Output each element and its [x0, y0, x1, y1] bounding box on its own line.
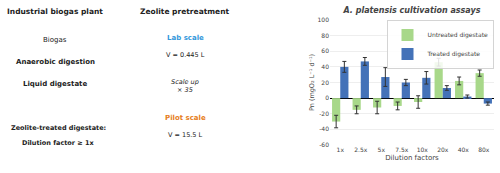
svg-text:Industrial biogas plant: Industrial biogas plant [7, 7, 103, 16]
svg-text:-20: -20 [319, 110, 329, 117]
svg-text:Scale up× 35: Scale up× 35 [171, 78, 199, 94]
svg-text:1x: 1x [337, 146, 345, 153]
svg-text:Dilution factors: Dilution factors [385, 154, 439, 162]
svg-text:V = 0.445 L: V = 0.445 L [166, 51, 205, 59]
svg-text:Lab scale: Lab scale [167, 34, 204, 42]
svg-text:A. platensis cultivation assay: A. platensis cultivation assays [343, 6, 481, 15]
svg-text:5x: 5x [378, 146, 386, 153]
svg-text:2.5x: 2.5x [354, 146, 368, 153]
svg-text:-40: -40 [319, 125, 329, 132]
svg-text:Pilot scale: Pilot scale [165, 114, 206, 122]
svg-text:20: 20 [321, 79, 329, 86]
svg-text:Biogas: Biogas [43, 36, 67, 44]
svg-text:Zeolite pretreatment: Zeolite pretreatment [140, 7, 230, 16]
svg-text:V = 15.5 L: V = 15.5 L [168, 131, 203, 139]
svg-text:80x: 80x [478, 146, 490, 153]
svg-text:40: 40 [321, 63, 329, 70]
svg-text:0: 0 [325, 94, 329, 101]
svg-text:Untreated digestate: Untreated digestate [428, 31, 488, 39]
svg-text:Pn (mgO₂ L⁻¹ d⁻¹): Pn (mgO₂ L⁻¹ d⁻¹) [308, 54, 316, 111]
svg-text:-60: -60 [319, 141, 329, 148]
svg-text:40x: 40x [458, 146, 470, 153]
svg-text:60: 60 [321, 47, 329, 54]
svg-text:Liquid digestate: Liquid digestate [23, 80, 87, 88]
svg-text:7.5x: 7.5x [395, 146, 409, 153]
svg-text:Anaerobic digestion: Anaerobic digestion [16, 58, 95, 66]
svg-text:80: 80 [321, 32, 329, 39]
svg-text:10x: 10x [417, 146, 429, 153]
svg-text:Treated digestate: Treated digestate [427, 50, 481, 58]
svg-text:20x: 20x [437, 146, 449, 153]
svg-text:100: 100 [318, 16, 330, 23]
svg-text:Dilution factor ≥ 1x: Dilution factor ≥ 1x [22, 139, 95, 147]
svg-text:Zeolite-treated digestate:: Zeolite-treated digestate: [11, 124, 106, 132]
